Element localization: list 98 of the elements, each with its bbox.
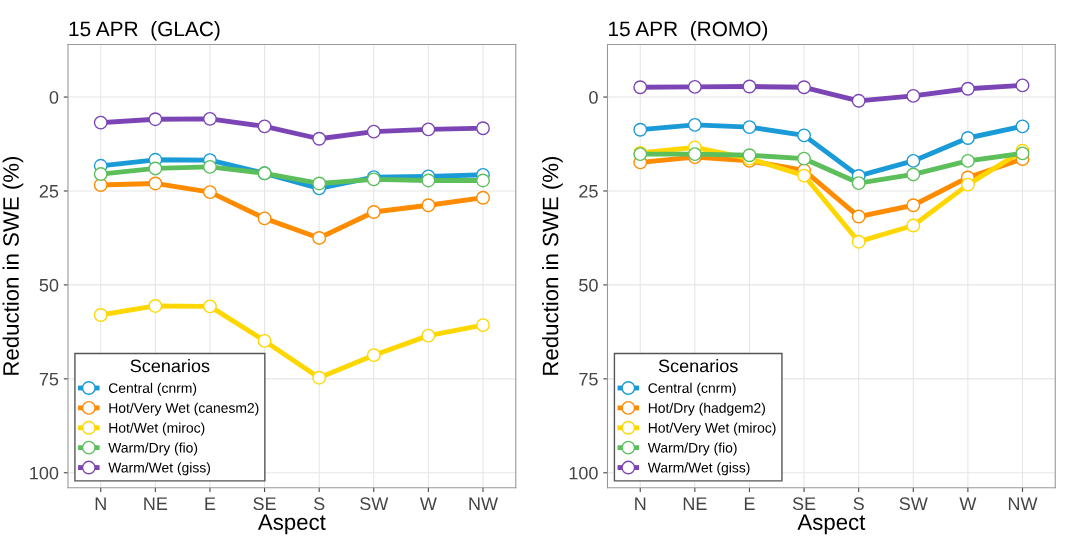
point [797,128,812,143]
point [476,318,490,333]
y-tick-label: 75 [579,372,598,386]
point [421,173,436,188]
legend-label: Warm/Wet (giss) [108,462,211,476]
x-tick-label: S [853,497,864,511]
point [366,205,381,219]
legend-label: Hot/Wet (miroc) [109,422,205,436]
point [203,111,217,126]
point [257,119,272,134]
x-tick-label: NW [1008,497,1038,510]
y-tick-label: 0 [49,90,59,104]
x-axis-title: Aspect [797,514,866,535]
x-tick-label: E [744,497,755,510]
x-tick-label: SW [899,497,928,511]
point [148,161,163,176]
y-tick-label: 75 [39,372,59,386]
x-tick-label: W [419,497,437,510]
x-tick-label: SW [360,497,389,511]
point [203,299,217,314]
x-tick-label: SE [792,497,816,511]
legend-label: Hot/Dry (hadgem2) [648,402,765,416]
point [93,115,108,130]
x-tick-label: E [205,497,216,510]
point [960,177,975,192]
point [687,79,702,94]
legend-label: Warm/Dry (fio) [647,442,737,456]
y-tick-label: 100 [569,466,598,480]
legend-title: Scenarios [130,359,210,373]
point [257,333,272,348]
point [476,190,490,205]
point [148,299,163,313]
y-tick-label: 0 [589,90,598,104]
point [797,151,812,166]
x-tick-label: NW [469,497,498,510]
point [312,370,327,385]
point [906,218,921,233]
point [960,153,975,168]
legend-label: Warm/Wet (giss) [647,462,750,476]
point [93,308,108,322]
point [960,131,975,145]
x-tick-label: NE [683,497,707,510]
point [1015,119,1030,134]
x-tick-label: S [313,497,325,511]
y-tick-label: 25 [39,184,59,198]
chart-title: 15 APR (GLAC) [69,21,220,41]
point [742,79,757,94]
point [421,328,436,343]
legend-label: Hot/Very Wet (canesm2) [109,402,259,416]
x-tick-label: W [959,497,977,510]
point [148,112,163,127]
point [1015,78,1030,93]
point [906,198,921,213]
point [851,176,866,191]
legend-label: Central (cnrm) [108,382,197,396]
point [366,348,381,363]
legend-label: Hot/Very Wet (miroc) [648,422,776,436]
legend-label: Warm/Dry (fio) [108,442,198,456]
point [797,80,812,95]
point [421,198,436,213]
y-axis-title: Reduction in SWE (%) [2,156,24,375]
point [257,211,272,226]
point [312,176,327,191]
x-tick-label: N [95,497,106,510]
point [687,117,702,132]
point [851,93,866,108]
x-tick-label: N [635,497,646,510]
point [148,176,163,191]
legend-title: Scenarios [658,359,738,373]
point [312,230,327,245]
point [960,81,975,96]
x-axis-title: Aspect [257,514,326,535]
point [906,153,921,168]
point [312,131,327,146]
point [742,120,757,135]
point [906,88,921,103]
x-tick-label: SE [253,497,276,511]
point [93,167,108,182]
point [476,173,490,188]
point [203,159,217,174]
point [797,168,812,183]
y-tick-label: 50 [39,278,59,292]
y-tick-label: 25 [579,184,598,198]
y-tick-label: 50 [579,278,598,292]
point [203,185,217,200]
point [476,121,490,136]
point [906,167,921,182]
chart-title: 15 APR (ROMO) [609,21,768,41]
y-axis-title: Reduction in SWE (%) [542,156,563,375]
x-tick-label: NE [144,497,168,510]
point [633,122,648,137]
y-tick-label: 100 [30,466,59,480]
point [366,124,381,139]
legend-label: Central (cnrm) [648,382,736,396]
point [633,80,648,95]
point [421,122,436,137]
point [851,234,866,249]
point [851,209,866,224]
